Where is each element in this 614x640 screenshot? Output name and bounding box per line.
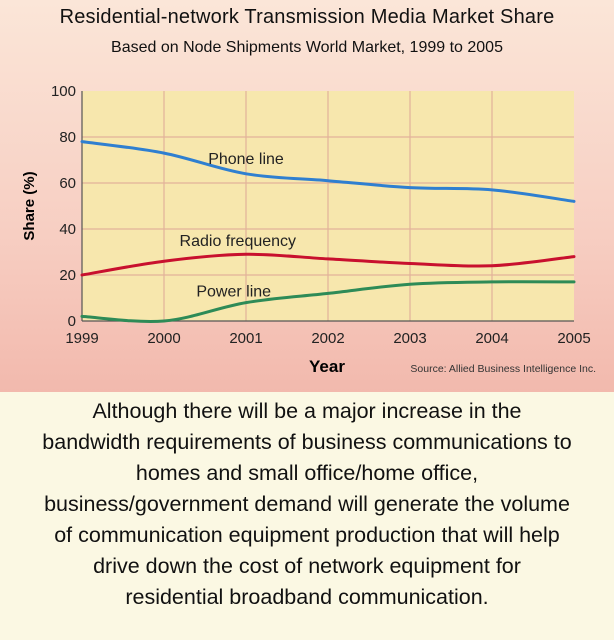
caption-line: homes and small office/home office, — [135, 461, 479, 485]
series-label-power-line: Power line — [196, 283, 271, 300]
y-tick-label: 100 — [51, 83, 76, 100]
series-line-phone-line — [80, 140, 576, 203]
caption-line: residential broadband communication. — [125, 585, 489, 609]
y-axis-label: Share (%) — [21, 171, 38, 240]
y-tick-label: 80 — [59, 129, 76, 146]
series-label-phone-line: Phone line — [208, 151, 284, 168]
grid — [81, 91, 574, 322]
x-tick-label: 2001 — [229, 330, 262, 347]
y-tick-label: 0 — [68, 313, 76, 330]
caption-line: bandwidth requirements of business commu… — [42, 430, 572, 454]
x-tick-label: 2005 — [557, 330, 590, 347]
series-line-power-line — [80, 280, 576, 323]
chart-title: Residential-network Transmission Media M… — [59, 6, 555, 28]
x-tick-label: 2003 — [393, 330, 426, 347]
series-label-radio-frequency: Radio frequency — [180, 233, 297, 250]
y-tick-label: 40 — [59, 221, 76, 238]
x-tick-label: 2000 — [147, 330, 180, 347]
caption: Although there will be a major increase … — [0, 396, 614, 613]
series-line-radio-frequency — [80, 252, 576, 277]
x-tick-label: 2004 — [475, 330, 508, 347]
chart-subtitle: Based on Node Shipments World Market, 19… — [111, 39, 503, 56]
line-chart: 0 20 40 60 80 100 1999 2000 2001 2002 2003 2004 2005… — [21, 83, 596, 376]
series-labels: Phone line Radio frequency Power line — [180, 151, 297, 301]
caption-line: drive down the cost of network equipment… — [93, 554, 521, 578]
caption-line: business/government demand will generate… — [44, 492, 570, 516]
series-lines — [80, 140, 576, 323]
y-tick-label: 20 — [59, 267, 76, 284]
caption-line: Although there will be a major increase … — [92, 399, 522, 423]
chart-figure: Residential-network Transmission Media M… — [0, 0, 614, 392]
y-tick-label: 60 — [59, 175, 76, 192]
x-tick-label: 1999 — [65, 330, 98, 347]
caption-line: of communication equipment production th… — [54, 523, 560, 547]
ticks: 0 20 40 60 80 100 1999 2000 2001 2002 2003 2004 2005 — [51, 83, 591, 347]
x-axis-label: Year — [309, 357, 345, 376]
x-tick-label: 2002 — [311, 330, 344, 347]
source-note: Source: Allied Business Intelligence Inc… — [410, 363, 596, 375]
